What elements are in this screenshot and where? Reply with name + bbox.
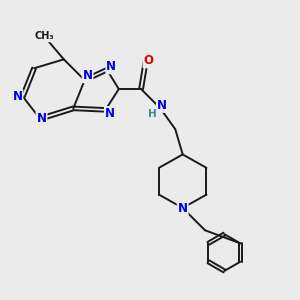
- Text: N: N: [178, 202, 188, 215]
- Text: O: O: [143, 54, 154, 67]
- Text: CH₃: CH₃: [35, 32, 54, 41]
- Text: N: N: [37, 112, 46, 125]
- Text: N: N: [82, 69, 93, 82]
- Text: N: N: [106, 60, 116, 73]
- Text: N: N: [12, 90, 22, 103]
- Text: H: H: [148, 109, 157, 119]
- Text: N: N: [105, 107, 115, 120]
- Text: N: N: [157, 99, 167, 112]
